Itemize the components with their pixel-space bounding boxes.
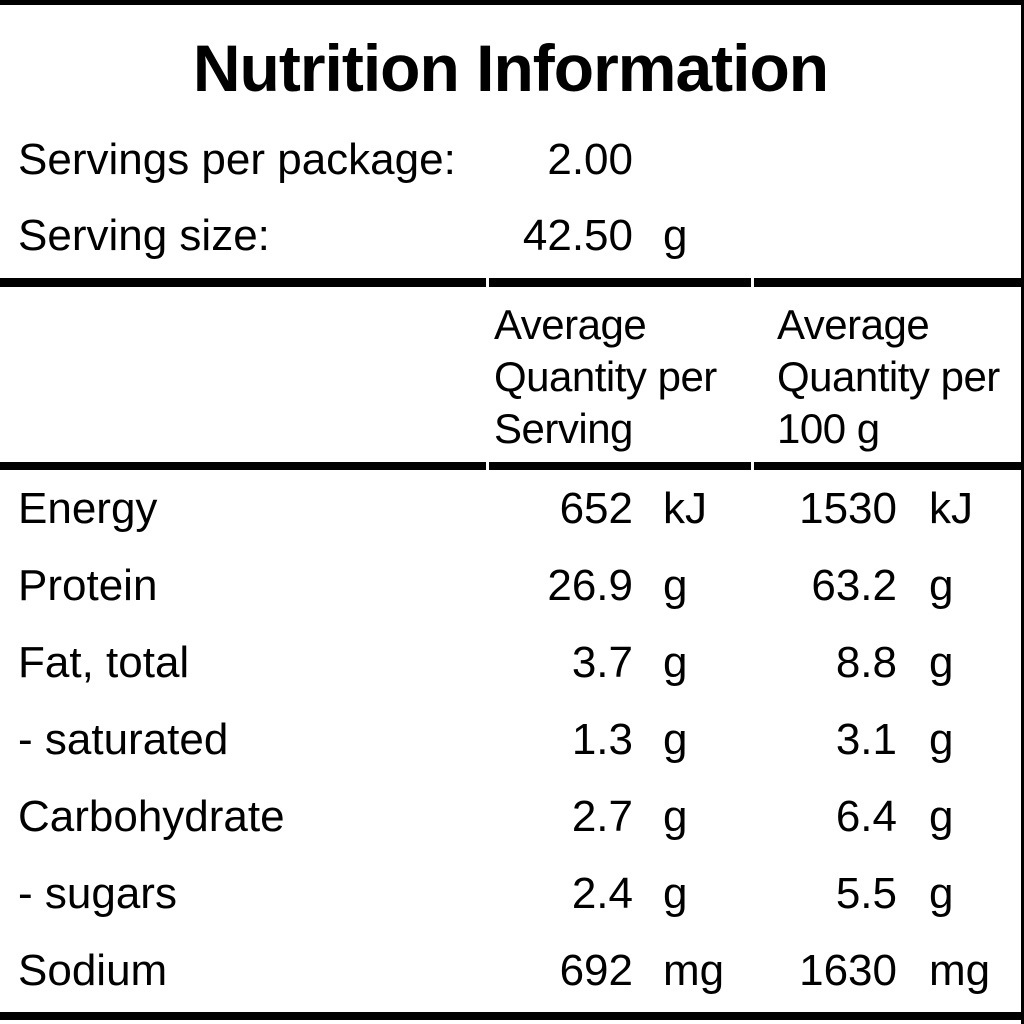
row-label-column-spacer — [0, 299, 487, 455]
rule-segment — [754, 278, 1021, 287]
rule-segment — [0, 1012, 1021, 1020]
header-top-rule — [0, 278, 1021, 287]
serving-size-value: 42.50 — [522, 211, 633, 260]
per-serving-value: 26.9 — [547, 560, 633, 610]
nutrient-label: Energy — [18, 483, 158, 533]
serving-size-label: Serving size: — [18, 211, 270, 260]
rule-segment — [0, 278, 486, 287]
per-100g-value: 1530 — [799, 483, 897, 533]
per-serving-unit: mg — [663, 945, 725, 995]
per-100g-value: 8.8 — [835, 637, 897, 687]
rule-segment — [489, 462, 751, 470]
header-bottom-rule — [0, 462, 1021, 470]
per-serving-value: 2.4 — [571, 868, 633, 918]
nutrient-label: Sodium — [18, 945, 168, 995]
nutrient-row: Fat, total 3.7 g 8.8 g — [0, 624, 1021, 701]
servings-per-package-row: Servings per package: 2.00 — [0, 122, 1021, 198]
per-100g-unit: g — [929, 637, 954, 687]
per-100g-value: 1630 — [799, 945, 897, 995]
nutrient-row: Energy 652 kJ 1530 kJ — [0, 470, 1021, 547]
nutrient-rows: Energy 652 kJ 1530 kJ Protein 26.9 g 63.… — [0, 470, 1021, 1009]
per-serving-unit: g — [663, 637, 688, 687]
per-100g-value: 6.4 — [835, 791, 897, 841]
nutrient-label: - sugars — [18, 868, 177, 918]
serving-size-row: Serving size: 42.50 g — [0, 198, 1021, 274]
servings-per-package-label: Servings per package: — [18, 135, 456, 184]
per-100g-value: 5.5 — [835, 868, 897, 918]
per-100g-column-header: Average Quantity per 100 g — [777, 301, 1000, 452]
per-serving-value: 1.3 — [571, 714, 633, 764]
per-100g-unit: g — [929, 714, 954, 764]
per-serving-unit: g — [663, 714, 688, 764]
per-serving-unit: g — [663, 791, 688, 841]
nutrient-row: - saturated 1.3 g 3.1 g — [0, 701, 1021, 778]
servings-per-package-value: 2.00 — [547, 135, 633, 184]
per-serving-unit: g — [663, 868, 688, 918]
serving-info-section: Servings per package: 2.00 Serving size:… — [0, 122, 1021, 274]
per-serving-value: 692 — [559, 945, 633, 995]
per-serving-unit: g — [663, 560, 688, 610]
nutrient-label: - saturated — [18, 714, 229, 764]
serving-size-unit: g — [663, 211, 688, 260]
per-100g-unit: g — [929, 868, 954, 918]
panel-title: Nutrition Information — [192, 31, 829, 105]
nutrient-row: Protein 26.9 g 63.2 g — [0, 547, 1021, 624]
nutrient-label: Carbohydrate — [18, 791, 285, 841]
per-serving-value: 652 — [559, 483, 633, 533]
rule-segment — [0, 462, 486, 470]
per-100g-unit: mg — [929, 945, 991, 995]
per-100g-unit: g — [929, 791, 954, 841]
per-serving-column-header: Average Quantity per Serving — [494, 301, 717, 452]
per-100g-unit: g — [929, 560, 954, 610]
per-100g-value: 3.1 — [835, 714, 897, 764]
nutrient-row: - sugars 2.4 g 5.5 g — [0, 855, 1021, 932]
per-100g-value: 63.2 — [811, 560, 897, 610]
nutrient-row: Sodium 692 mg 1630 mg — [0, 932, 1021, 1009]
rule-segment — [754, 462, 1021, 470]
column-headers-row: Average Quantity per Serving Average Qua… — [0, 287, 1021, 462]
nutrient-label: Protein — [18, 560, 158, 610]
per-serving-unit: kJ — [663, 483, 707, 533]
per-serving-value: 3.7 — [571, 637, 633, 687]
nutrient-label: Fat, total — [18, 637, 190, 687]
rule-segment — [489, 278, 751, 287]
nutrient-row: Carbohydrate 2.7 g 6.4 g — [0, 778, 1021, 855]
panel-bottom-rule — [0, 1012, 1021, 1020]
per-serving-value: 2.7 — [571, 791, 633, 841]
per-100g-unit: kJ — [929, 483, 973, 533]
